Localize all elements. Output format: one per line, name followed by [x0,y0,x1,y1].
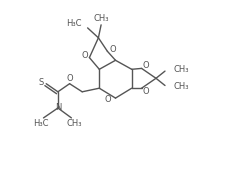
Text: H₃C: H₃C [66,19,81,28]
Text: CH₃: CH₃ [67,119,82,128]
Text: O: O [142,87,149,96]
Text: CH₃: CH₃ [174,82,189,91]
Text: O: O [82,51,88,60]
Text: N: N [55,103,62,112]
Text: O: O [105,95,112,104]
Text: CH₃: CH₃ [174,65,189,74]
Text: O: O [109,45,116,54]
Text: O: O [66,74,73,83]
Text: H₃C: H₃C [33,119,48,128]
Text: O: O [142,61,149,70]
Text: S: S [39,78,44,87]
Text: CH₃: CH₃ [93,14,109,23]
